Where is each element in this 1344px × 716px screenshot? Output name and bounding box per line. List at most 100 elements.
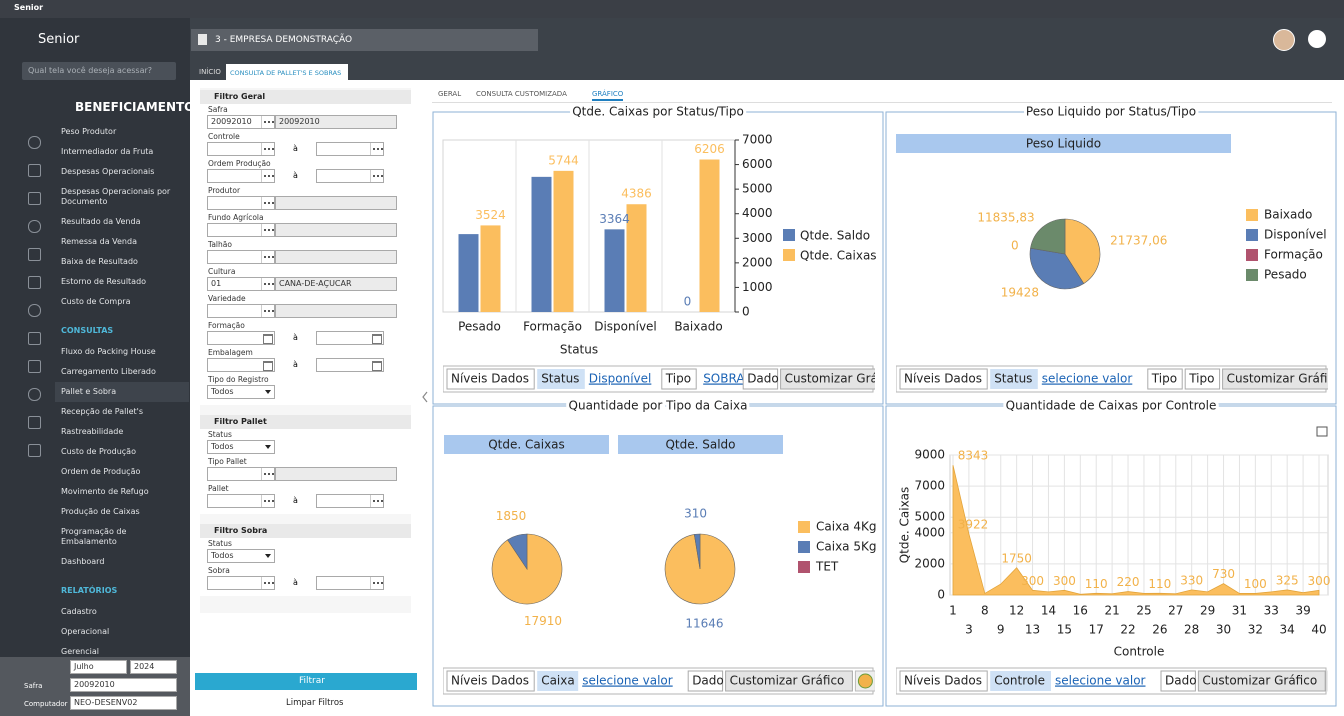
input[interactable] bbox=[275, 250, 397, 264]
input[interactable] bbox=[316, 331, 384, 345]
nav-item[interactable]: Recepção de Pallet's bbox=[61, 407, 144, 416]
input[interactable]: CANA-DE-AÇUCAR bbox=[275, 277, 397, 291]
toolbar-item[interactable]: selecione valor bbox=[582, 674, 673, 688]
nav-item[interactable]: Despesas Operacionais bbox=[61, 167, 155, 176]
x-tick-label: 12 bbox=[1009, 604, 1024, 618]
toolbar-item[interactable]: Dado bbox=[692, 674, 724, 688]
nav-item[interactable]: Intermediador da Fruta bbox=[61, 147, 154, 156]
input[interactable] bbox=[275, 196, 397, 210]
input[interactable] bbox=[275, 304, 397, 318]
toolbar-item[interactable]: Status bbox=[994, 372, 1032, 386]
subtab[interactable]: GRÁFICO bbox=[592, 90, 624, 101]
input[interactable]: Todos bbox=[207, 549, 275, 563]
toolbar-item[interactable]: Dado bbox=[747, 372, 779, 386]
input[interactable]: Todos bbox=[207, 385, 275, 399]
input[interactable] bbox=[275, 467, 397, 481]
nav-item[interactable]: Ordem de Produção bbox=[61, 467, 141, 476]
year-input[interactable]: 2024 bbox=[130, 660, 177, 674]
toolbar-item[interactable]: Customizar Gráfico bbox=[1202, 674, 1317, 688]
toolbar-item[interactable]: Níveis Dados bbox=[904, 372, 982, 386]
safra-input[interactable]: 20092010 bbox=[70, 678, 177, 692]
toolbar-item[interactable]: Customizar Gráfico bbox=[785, 372, 900, 386]
toolbar-item[interactable]: Caixa bbox=[541, 674, 575, 688]
toolbar-item[interactable]: Dado bbox=[1165, 674, 1197, 688]
nav-item[interactable]: Peso Produtor bbox=[61, 127, 117, 136]
toolbar-item[interactable]: Níveis Dados bbox=[451, 674, 529, 688]
input[interactable] bbox=[207, 169, 275, 183]
input[interactable] bbox=[207, 494, 275, 508]
nav-item[interactable]: Programação de Embalamento bbox=[61, 527, 127, 546]
input[interactable] bbox=[207, 576, 275, 590]
nav-item[interactable]: Estorno de Resultado bbox=[61, 277, 147, 286]
input[interactable] bbox=[316, 169, 384, 183]
toolbar-item[interactable]: Tipo bbox=[665, 372, 691, 386]
nav-item[interactable]: Rastreabilidade bbox=[61, 427, 124, 436]
nav-item[interactable]: Produção de Caixas bbox=[61, 507, 140, 516]
nav-item[interactable]: Dashboard bbox=[61, 557, 105, 566]
nav-item[interactable]: Despesas Operacionais por Documento bbox=[61, 187, 171, 206]
toolbar-item[interactable]: selecione valor bbox=[1055, 674, 1146, 688]
input[interactable] bbox=[275, 223, 397, 237]
toolbar-box bbox=[725, 670, 853, 692]
toolbar-item[interactable]: Customizar Gráfico bbox=[1227, 372, 1342, 386]
dots bbox=[370, 170, 383, 182]
nav-item[interactable]: Cadastro bbox=[61, 607, 97, 616]
toolbar-item[interactable]: Pie diagr bbox=[883, 674, 935, 688]
input[interactable]: 20092010 bbox=[275, 115, 397, 129]
toolbar-item[interactable]: Tipo bbox=[1188, 372, 1214, 386]
toolbar-field-bg bbox=[537, 671, 579, 691]
nav-item[interactable]: Baixa de Resultado bbox=[61, 257, 138, 266]
nav-item[interactable]: Fluxo do Packing House bbox=[61, 347, 156, 356]
clear-filters[interactable]: Limpar Filtros bbox=[286, 698, 344, 708]
toolbar-item[interactable]: Customizar Gráfico bbox=[730, 674, 845, 688]
nav-icon bbox=[28, 164, 41, 177]
toolbar-item[interactable]: SOBRA bbox=[703, 372, 745, 386]
input[interactable] bbox=[316, 576, 384, 590]
input[interactable] bbox=[207, 467, 275, 481]
toolbar-item[interactable]: Níveis Dados bbox=[451, 372, 529, 386]
input[interactable] bbox=[207, 304, 275, 318]
nav-item[interactable]: Resultado da Venda bbox=[61, 217, 141, 226]
tab[interactable]: INÍCIO bbox=[199, 68, 221, 76]
computer-input[interactable]: NEO-DESENV02 bbox=[70, 696, 177, 710]
x-tick-label: 39 bbox=[1295, 604, 1310, 618]
input[interactable] bbox=[207, 358, 275, 372]
options-icon[interactable] bbox=[1316, 426, 1328, 437]
toolbar-item[interactable]: Tipo bbox=[1151, 372, 1177, 386]
filter-button[interactable]: Filtrar bbox=[195, 673, 417, 690]
toolbar-item[interactable]: Disponível bbox=[589, 372, 652, 386]
input[interactable]: 01 bbox=[207, 277, 275, 291]
input[interactable] bbox=[316, 494, 384, 508]
avatar[interactable] bbox=[1273, 29, 1295, 51]
subtab[interactable]: GERAL bbox=[438, 90, 462, 98]
input[interactable] bbox=[207, 250, 275, 264]
toolbar-item[interactable]: Níveis Dados bbox=[904, 674, 982, 688]
filter-section-title: Filtro Pallet bbox=[200, 415, 411, 429]
month-input[interactable]: Julho bbox=[70, 660, 127, 674]
nav-item[interactable]: Custo de Compra bbox=[61, 297, 131, 306]
user-icon[interactable] bbox=[1308, 30, 1326, 48]
input[interactable]: 20092010 bbox=[207, 115, 275, 129]
company-selector[interactable]: 3 - EMPRESA DEMONSTRAÇÃO bbox=[191, 29, 538, 51]
tab-active[interactable]: CONSULTA DE PALLET'S E SOBRAS bbox=[226, 64, 348, 80]
input[interactable] bbox=[207, 331, 275, 345]
input[interactable] bbox=[316, 142, 384, 156]
tab-bar: INÍCIO CONSULTA DE PALLET'S E SOBRAS bbox=[190, 62, 1344, 80]
nav-item[interactable]: Custo de Produção bbox=[61, 447, 136, 456]
nav-item[interactable]: Gerencial bbox=[61, 647, 99, 656]
input[interactable] bbox=[207, 223, 275, 237]
toolbar-item[interactable]: Controle bbox=[994, 674, 1045, 688]
input[interactable] bbox=[207, 142, 275, 156]
toolbar-item[interactable]: selecione valor bbox=[1042, 372, 1133, 386]
subtab[interactable]: CONSULTA CUSTOMIZADA bbox=[476, 90, 567, 98]
nav-item[interactable]: Carregamento Liberado bbox=[61, 367, 156, 376]
nav-item[interactable]: Movimento de Refugo bbox=[61, 487, 149, 496]
input[interactable]: Todos bbox=[207, 440, 275, 454]
toolbar-item[interactable]: Status bbox=[541, 372, 579, 386]
nav-item[interactable]: Pallet e Sobra bbox=[55, 382, 189, 402]
input[interactable] bbox=[316, 358, 384, 372]
search-box[interactable]: Qual tela você deseja acessar? bbox=[22, 62, 176, 80]
input[interactable] bbox=[207, 196, 275, 210]
nav-item[interactable]: Remessa da Venda bbox=[61, 237, 137, 246]
nav-item[interactable]: Operacional bbox=[61, 627, 110, 636]
